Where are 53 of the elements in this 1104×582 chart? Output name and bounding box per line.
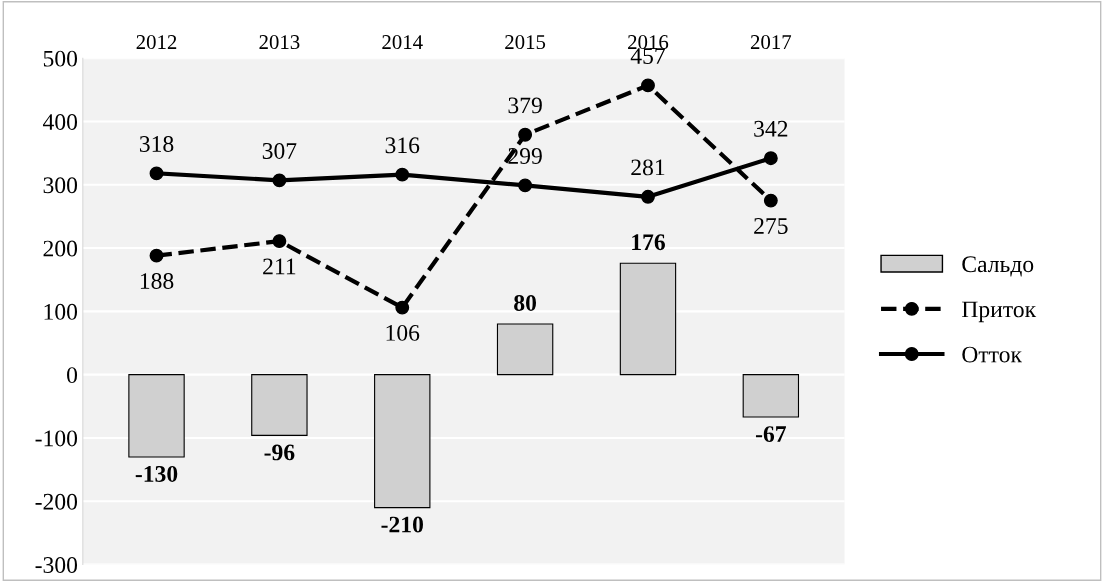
data-label: 379: [508, 97, 542, 114]
data-label: 80: [514, 294, 537, 311]
y-tick-label: 0: [67, 367, 78, 384]
point: [518, 127, 533, 142]
point: [272, 234, 287, 249]
point: [149, 166, 164, 181]
point: [641, 189, 655, 204]
x-tick-label: 2013: [259, 35, 300, 50]
data-label: 275: [754, 218, 788, 234]
bar: [374, 374, 431, 509]
data-label: 307: [262, 142, 297, 159]
legend-label: Сальдо: [962, 256, 1034, 277]
data-label: 342: [754, 120, 788, 137]
x-tick-label: 2015: [505, 35, 546, 50]
bar: [251, 374, 308, 436]
x-tick-label: 2012: [136, 35, 177, 50]
y-tick-label: 100: [44, 303, 78, 320]
y-tick-label: -200: [35, 493, 78, 510]
point: [518, 178, 533, 193]
data-label: 318: [139, 136, 174, 152]
point: [149, 248, 164, 263]
data-label: 281: [631, 159, 665, 176]
data-label: 106: [386, 324, 420, 341]
data-label: -210: [381, 516, 423, 533]
point: [763, 151, 778, 166]
legend-label: Отток: [962, 346, 1022, 363]
data-label: 188: [140, 273, 174, 289]
bar: [496, 323, 554, 376]
y-tick-label: 400: [42, 113, 78, 130]
y-tick-label: -100: [35, 430, 78, 447]
data-label: 176: [632, 234, 665, 251]
point: [395, 300, 410, 315]
data-label: 316: [385, 137, 420, 154]
y-tick-label: 300: [43, 177, 78, 194]
bar: [619, 262, 677, 376]
point: [763, 193, 778, 208]
y-tick-label: 500: [43, 50, 78, 67]
bar: [742, 374, 800, 418]
data-label: -67: [755, 426, 786, 443]
point: [641, 78, 655, 93]
x-tick-label: 2016: [628, 35, 669, 50]
x-tick-label: 2017: [750, 35, 792, 50]
legend-label: Приток: [962, 301, 1037, 323]
y-tick-label: 200: [43, 240, 78, 257]
point: [395, 167, 410, 182]
bar: [128, 374, 185, 458]
point: [272, 173, 287, 188]
data-label: -96: [264, 444, 295, 461]
data-label: 457: [630, 48, 666, 64]
y-tick-label: -300: [35, 557, 78, 573]
data-label: -130: [135, 465, 178, 482]
data-label: 211: [263, 258, 296, 275]
x-tick-label: 2014: [382, 35, 423, 50]
